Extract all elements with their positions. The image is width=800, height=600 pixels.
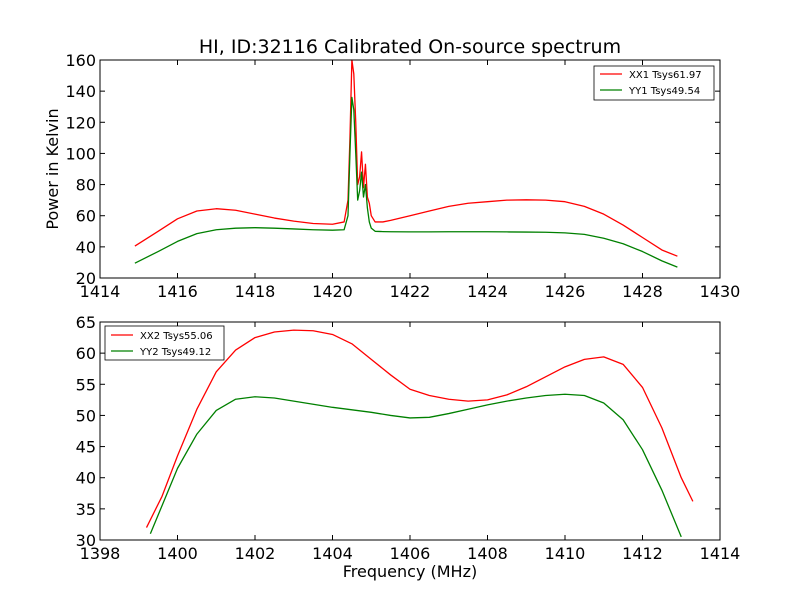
bottom-legend-box bbox=[104, 325, 225, 361]
top-series-layer bbox=[134, 59, 678, 268]
bottom-ytick-label-2: 40 bbox=[76, 469, 96, 488]
top-series-line-1 bbox=[134, 96, 678, 268]
bottom-series-line-1 bbox=[149, 393, 682, 538]
top-ytick-label-5: 120 bbox=[65, 113, 96, 132]
top-xtick-label-8: 1430 bbox=[700, 282, 741, 301]
bottom-xtick-label-3: 1404 bbox=[312, 544, 353, 563]
top-ylabel: Power in Kelvin bbox=[43, 108, 62, 229]
top-ytick-label-4: 100 bbox=[65, 144, 96, 163]
top-xtick-label-6: 1426 bbox=[545, 282, 586, 301]
bottom-series-line-0 bbox=[145, 329, 694, 528]
top-xtick-label-0: 1414 bbox=[80, 282, 121, 301]
bottom-xtick-label-6: 1410 bbox=[545, 544, 586, 563]
top-xtick-label-7: 1428 bbox=[622, 282, 663, 301]
bottom-legend: XX2 Tsys55.06 YY2 Tsys49.12 bbox=[104, 325, 225, 361]
bottom-ytick-label-7: 65 bbox=[76, 313, 96, 332]
bottom-ytick-label-0: 30 bbox=[76, 531, 96, 550]
bottom-ytick-label-3: 45 bbox=[76, 438, 96, 457]
bottom-xtick-label-2: 1402 bbox=[235, 544, 276, 563]
top-legend: XX1 Tsys61.97 YY1 Tsys49.54 bbox=[593, 65, 715, 101]
bottom-subplot: 1398 1400 1402 1404 1406 1408 1410 1412 1414 30 35… bbox=[76, 313, 741, 581]
top-subplot: Power in Kelvin 1414 1416 1418 1420 1422 1424… bbox=[43, 51, 740, 301]
top-ytick-label-7: 160 bbox=[65, 51, 96, 70]
bottom-series-layer bbox=[145, 329, 694, 538]
bottom-legend-label-yy2: YY2 Tsys49.12 bbox=[139, 347, 211, 358]
bottom-ytick-label-6: 60 bbox=[76, 344, 96, 363]
top-legend-box bbox=[593, 65, 715, 101]
top-ytick-label-0: 20 bbox=[76, 269, 96, 288]
top-ytick-label-6: 140 bbox=[65, 82, 96, 101]
top-xtick-label-1: 1416 bbox=[157, 282, 198, 301]
top-legend-label-yy1: YY1 Tsys49.54 bbox=[628, 86, 700, 97]
top-xtick-label-5: 1424 bbox=[467, 282, 508, 301]
top-ytick-label-3: 80 bbox=[76, 176, 96, 195]
bottom-legend-label-xx2: XX2 Tsys55.06 bbox=[140, 331, 213, 342]
top-xtick-label-4: 1422 bbox=[390, 282, 431, 301]
bottom-xtick-label-5: 1408 bbox=[467, 544, 508, 563]
bottom-ytick-label-1: 35 bbox=[76, 500, 96, 519]
top-ytick-label-2: 60 bbox=[76, 207, 96, 226]
bottom-axes-frame bbox=[99, 321, 721, 541]
top-ticks: 1414 1416 1418 1420 1422 1424 1426 1428 1430 20 40… bbox=[65, 51, 740, 301]
top-series-line-0 bbox=[134, 59, 678, 257]
bottom-xtick-label-7: 1412 bbox=[622, 544, 663, 563]
bottom-xtick-label-1: 1400 bbox=[157, 544, 198, 563]
bottom-xlabel: Frequency (MHz) bbox=[343, 562, 477, 581]
chart-title: HI, ID:32116 Calibrated On-source spectr… bbox=[199, 36, 621, 58]
bottom-xtick-label-8: 1414 bbox=[700, 544, 741, 563]
top-xtick-label-3: 1420 bbox=[312, 282, 353, 301]
bottom-xtick-label-0: 1398 bbox=[80, 544, 121, 563]
bottom-ytick-label-5: 55 bbox=[76, 375, 96, 394]
top-xtick-label-2: 1418 bbox=[235, 282, 276, 301]
top-legend-label-xx1: XX1 Tsys61.97 bbox=[629, 70, 702, 81]
top-ytick-label-1: 40 bbox=[76, 238, 96, 257]
top-axes-frame bbox=[99, 59, 721, 279]
bottom-xtick-label-4: 1406 bbox=[390, 544, 431, 563]
bottom-ytick-label-4: 50 bbox=[76, 406, 96, 425]
bottom-ticks: 1398 1400 1402 1404 1406 1408 1410 1412 1414 30 35… bbox=[76, 313, 741, 563]
